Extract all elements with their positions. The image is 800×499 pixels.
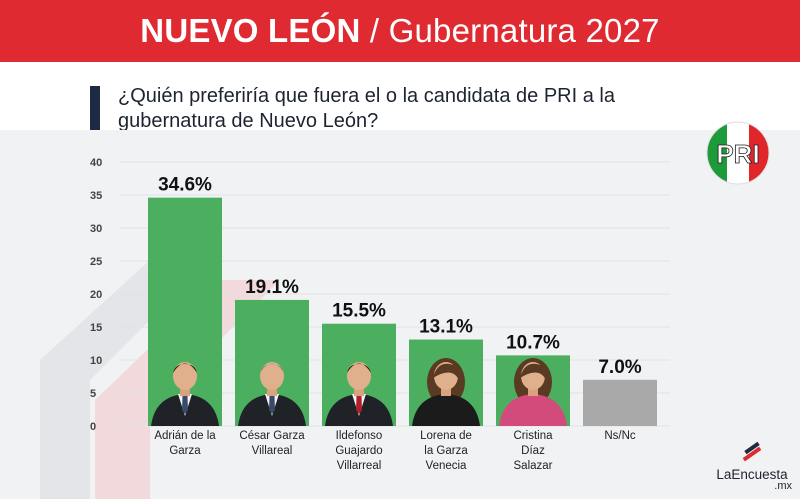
category-label: Ildefonso <box>336 430 383 442</box>
category-label: Ns/Nc <box>604 430 636 442</box>
value-label: 13.1% <box>419 317 473 338</box>
value-label: 15.5% <box>332 301 386 322</box>
header-subtitle: Gubernatura 2027 <box>388 12 660 49</box>
y-tick-label: 10 <box>90 355 102 367</box>
brand-logo: LaEncuesta .mx <box>712 440 792 492</box>
y-tick-label: 20 <box>90 289 102 301</box>
chart-area: 0 5 10 15 20 25 30 35 40 34.6% 19.1% 15.5% 13.1% 10.… <box>0 130 800 499</box>
value-label: 34.6% <box>158 175 212 196</box>
pri-logo-text: PRI <box>716 139 759 169</box>
pri-logo-icon: PRI <box>705 120 771 186</box>
category-label: Venecia <box>426 460 468 472</box>
bar <box>583 379 657 426</box>
brand-name: LaEncuesta <box>716 467 788 482</box>
header-banner: NUEVO LEÓN / Gubernatura 2027 <box>0 0 800 62</box>
candidate-photo <box>499 358 567 426</box>
category-label: Cristina <box>514 430 554 442</box>
value-label: 19.1% <box>245 277 299 298</box>
header-state: NUEVO LEÓN <box>140 12 361 49</box>
background-decor <box>40 260 280 499</box>
candidate-photo <box>325 362 393 426</box>
y-tick-label: 40 <box>90 157 102 169</box>
y-tick-label: 0 <box>90 421 96 433</box>
category-label: Lorena de <box>420 430 472 442</box>
brand-suffix: .mx <box>774 480 792 492</box>
category-label: Guajardo <box>335 445 382 457</box>
category-label: Villarreal <box>337 460 382 472</box>
bar-chart: 0 5 10 15 20 25 30 35 40 34.6% 19.1% 15.5% 13.1% 10.… <box>40 157 670 499</box>
category-label: César Garza <box>239 430 305 442</box>
question-accent-bar <box>90 86 100 130</box>
y-tick-label: 30 <box>90 223 102 235</box>
laencuesta-logo-icon <box>742 441 762 462</box>
category-label: la Garza <box>424 445 468 457</box>
survey-question: ¿Quién preferiría que fuera el o la cand… <box>118 85 615 132</box>
candidate-photo <box>238 362 306 426</box>
value-label: 10.7% <box>506 332 560 353</box>
y-tick-label: 15 <box>90 322 102 334</box>
category-label: Díaz <box>521 445 545 457</box>
candidate-photo <box>151 362 219 426</box>
category-label: Villareal <box>252 445 293 457</box>
value-label: 7.0% <box>598 357 641 378</box>
y-tick-label: 25 <box>90 256 102 268</box>
y-tick-label: 5 <box>90 388 96 400</box>
y-tick-label: 35 <box>90 190 102 202</box>
candidate-photo <box>412 358 480 426</box>
header-separator: / <box>369 12 380 49</box>
category-label: Adrián de la <box>154 430 216 442</box>
category-label: Salazar <box>514 460 553 472</box>
category-label: Garza <box>169 445 201 457</box>
